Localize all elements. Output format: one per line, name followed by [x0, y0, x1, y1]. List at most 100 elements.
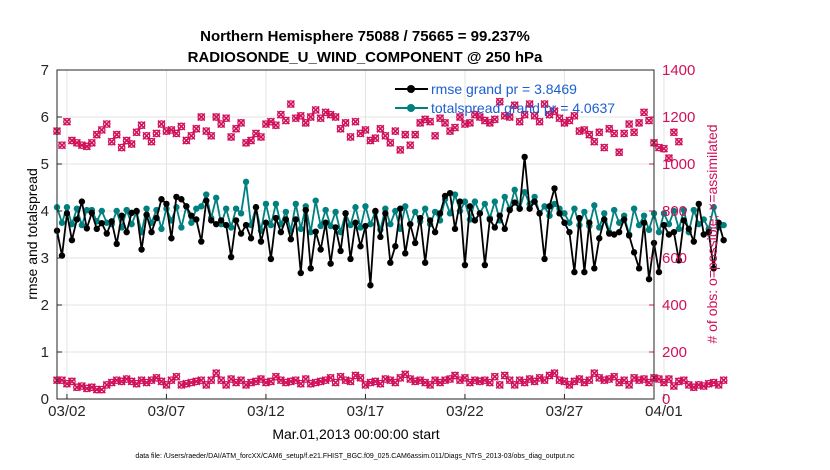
obs-possible-point: [485, 119, 494, 127]
rmse-point: [178, 196, 185, 203]
obs-possible-point: [466, 119, 474, 127]
obs-assimilated-point: [431, 131, 440, 140]
obs-possible-point: [665, 154, 673, 162]
rmse-point: [680, 217, 688, 224]
y-right-tick-label: 1200: [662, 109, 695, 126]
totalspread-point: [551, 200, 558, 208]
obs-possible-point: [640, 108, 648, 117]
totalspread-point: [655, 228, 663, 236]
rmse-point: [297, 269, 304, 277]
obs-assimilated-point: [630, 128, 639, 137]
obs-possible-point: [660, 144, 668, 153]
obs-possible-point: [237, 376, 245, 385]
obs-possible-point: [187, 131, 196, 140]
obs-possible-point: [495, 381, 504, 389]
totalspread-point: [332, 208, 339, 216]
rmse-point: [148, 228, 155, 236]
legend-spread-marker: [407, 104, 415, 112]
totalspread-point: [446, 210, 454, 217]
obs-possible-point: [461, 373, 469, 382]
totalspread-point: [640, 212, 648, 219]
rmse-point: [322, 219, 329, 226]
obs-assimilated-point: [222, 114, 231, 123]
obs-possible-point: [192, 124, 201, 133]
obs-possible-point: [590, 369, 599, 377]
obs-possible-point: [600, 143, 609, 152]
y-right-tick-label: 800: [662, 203, 687, 220]
rmse-point: [262, 219, 270, 226]
obs-assimilated-point: [635, 118, 644, 127]
rmse-point: [541, 255, 548, 263]
x-tick-label: 03/22: [446, 403, 484, 420]
obs-assimilated-point: [664, 374, 673, 384]
rmse-point: [252, 204, 260, 211]
obs-possible-point: [530, 111, 539, 120]
y-right-tick-label: 600: [662, 250, 687, 267]
obs-assimilated-point: [520, 110, 529, 119]
rmse-point: [461, 261, 469, 269]
rmse-point: [516, 205, 523, 212]
totalspread-point: [720, 221, 727, 229]
obs-possible-point: [485, 378, 494, 387]
obs-possible-point: [615, 148, 624, 157]
obs-possible-point: [237, 119, 245, 127]
obs-possible-point: [132, 379, 141, 388]
obs-assimilated-point: [600, 143, 609, 152]
obs-assimilated-point: [87, 138, 96, 147]
rmse-point: [511, 199, 518, 206]
rmse-point: [451, 225, 459, 233]
legend-rmse-marker: [407, 85, 415, 93]
rmse-point: [436, 210, 444, 217]
obs-possible-point: [620, 129, 629, 138]
obs-assimilated-point: [406, 141, 415, 150]
obs-assimilated-point: [495, 380, 504, 389]
obs-possible-point: [490, 372, 499, 381]
obs-possible-point: [456, 113, 464, 121]
totalspread-point: [601, 210, 608, 217]
obs-possible-point: [550, 369, 559, 377]
totalspread-point: [382, 205, 389, 212]
obs-assimilated-point: [371, 134, 380, 143]
obs-possible-point: [625, 381, 633, 389]
obs-assimilated-point: [376, 124, 385, 133]
rmse-point: [282, 216, 290, 223]
obs-possible-point: [565, 116, 574, 125]
rmse-point: [526, 205, 533, 212]
obs-possible-point: [391, 127, 400, 135]
obs-assimilated-point: [192, 124, 201, 133]
obs-assimilated-point: [664, 154, 673, 163]
obs-possible-point: [361, 126, 370, 134]
totalspread-point: [635, 221, 643, 229]
obs-assimilated-point: [271, 121, 280, 130]
obs-assimilated-point: [361, 125, 370, 134]
obs-possible-point: [207, 131, 216, 140]
totalspread-point: [581, 208, 588, 216]
rmse-point: [113, 240, 120, 248]
totalspread-point: [680, 206, 688, 214]
obs-assimilated-point: [669, 128, 678, 137]
rmse-point: [700, 231, 707, 238]
obs-possible-point: [152, 373, 161, 382]
rmse-point: [257, 238, 265, 245]
obs-possible-point: [570, 111, 579, 120]
y-left-tick-label: 4: [41, 203, 49, 220]
obs-possible-point: [510, 381, 519, 389]
rmse-point: [217, 217, 225, 224]
obs-possible-point: [431, 131, 439, 140]
obs-assimilated-point: [590, 137, 599, 146]
obs-possible-point: [336, 124, 345, 133]
obs-possible-point: [565, 381, 574, 389]
obs-possible-point: [97, 385, 106, 394]
obs-possible-point: [247, 136, 255, 145]
totalspread-point: [352, 204, 359, 211]
obs-assimilated-point: [152, 129, 161, 138]
obs-possible-point: [376, 379, 385, 388]
totalspread-point: [665, 220, 673, 228]
obs-possible-point: [411, 130, 420, 139]
rmse-point: [546, 203, 553, 210]
obs-possible-point: [63, 117, 71, 126]
rmse-point: [227, 253, 235, 261]
obs-possible-point: [58, 376, 66, 385]
obs-possible-point: [177, 122, 186, 131]
totalspread-point: [78, 221, 86, 229]
